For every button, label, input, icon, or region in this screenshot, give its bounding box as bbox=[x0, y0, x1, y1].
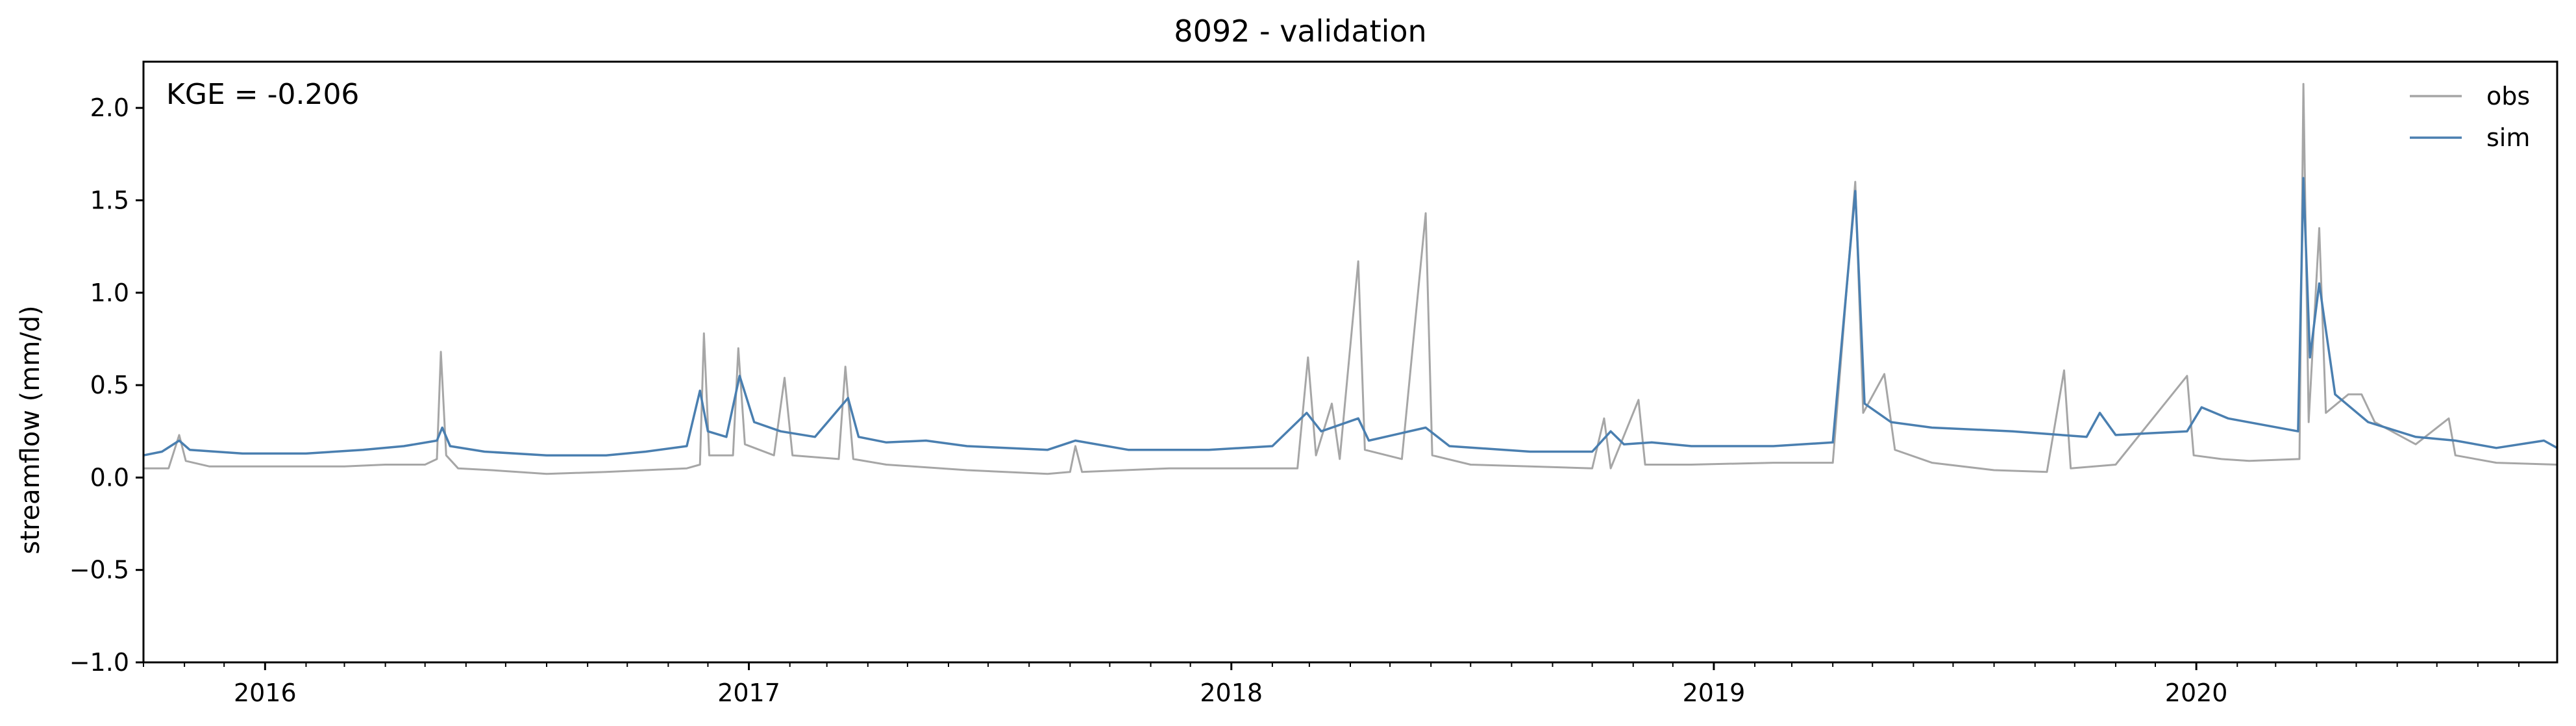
series-layer bbox=[143, 82, 2558, 475]
legend-obs-label: obs bbox=[2486, 82, 2530, 110]
chart-title: 8092 - validation bbox=[1174, 14, 1426, 49]
y-tick-label: 0.0 bbox=[90, 463, 129, 492]
legend-sim-label: sim bbox=[2486, 123, 2530, 152]
y-tick-label: −0.5 bbox=[69, 556, 129, 584]
plot-frame bbox=[142, 60, 2558, 664]
y-tick-label: 1.0 bbox=[90, 279, 129, 307]
y-tick-label: 2.0 bbox=[90, 94, 129, 122]
series-obs-line bbox=[143, 82, 2558, 475]
x-tick-label: 2016 bbox=[234, 679, 297, 707]
x-tick-label: 2019 bbox=[1683, 679, 1746, 707]
y-tick-label: 1.5 bbox=[90, 186, 129, 214]
kge-annotation: KGE = -0.206 bbox=[166, 78, 359, 111]
axes-layer: −1.0 −0.5 0.0 0.5 1.0 1.5 2.0 2016 2017 2018 2019 2… bbox=[69, 94, 2520, 707]
legend: obs sim bbox=[2410, 82, 2530, 152]
series-sim-line bbox=[143, 177, 2558, 457]
x-tick-label: 2020 bbox=[2165, 679, 2228, 707]
y-axis-label: streamflow (mm/d) bbox=[16, 305, 45, 554]
x-tick-label: 2017 bbox=[717, 679, 780, 707]
y-tick-label: −1.0 bbox=[69, 648, 129, 677]
x-tick-label: 2018 bbox=[1200, 679, 1263, 707]
y-tick-label: 0.5 bbox=[90, 371, 129, 399]
